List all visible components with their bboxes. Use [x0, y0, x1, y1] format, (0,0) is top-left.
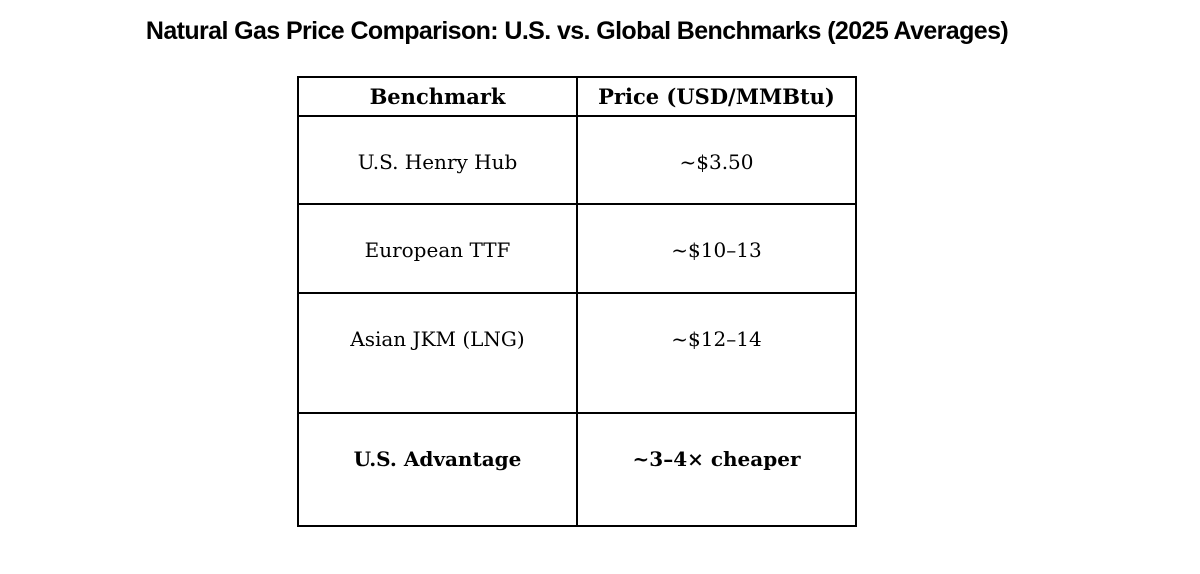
column-header-benchmark: Benchmark: [297, 76, 578, 117]
price-cell: ~$10–13: [576, 203, 857, 294]
table-row: Asian JKM (LNG) ~$12–14: [297, 292, 857, 414]
price-cell: ~$3.50: [576, 115, 857, 205]
price-comparison-table: Benchmark Price (USD/MMBtu) U.S. Henry H…: [297, 76, 857, 527]
table-row: U.S. Advantage ~3–4× cheaper: [297, 412, 857, 527]
price-cell: ~3–4× cheaper: [576, 412, 857, 527]
table-body: U.S. Henry Hub ~$3.50 European TTF ~$10–…: [297, 115, 857, 527]
benchmark-cell: U.S. Henry Hub: [297, 115, 578, 205]
benchmark-cell: European TTF: [297, 203, 578, 294]
table-header-row: Benchmark Price (USD/MMBtu): [297, 76, 857, 117]
table-row: U.S. Henry Hub ~$3.50: [297, 115, 857, 205]
benchmark-cell: Asian JKM (LNG): [297, 292, 578, 414]
price-cell: ~$12–14: [576, 292, 857, 414]
chart-title: Natural Gas Price Comparison: U.S. vs. G…: [145, 17, 1009, 45]
table-head: Benchmark Price (USD/MMBtu): [297, 76, 857, 117]
table-row: European TTF ~$10–13: [297, 203, 857, 294]
column-header-price: Price (USD/MMBtu): [576, 76, 857, 117]
benchmark-cell: U.S. Advantage: [297, 412, 578, 527]
